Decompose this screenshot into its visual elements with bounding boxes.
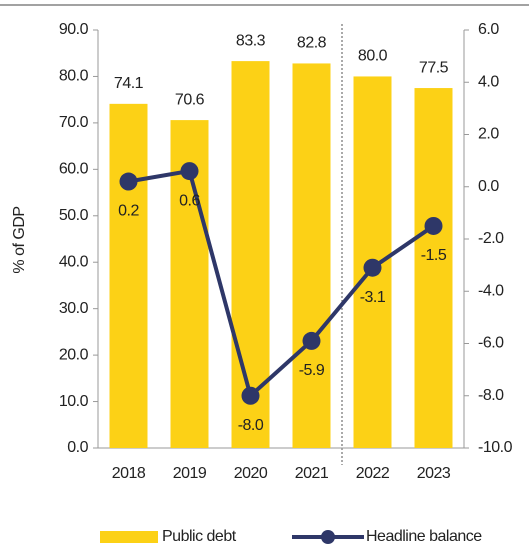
x-tick-label: 2019 <box>173 465 207 482</box>
line-label: 0.2 <box>118 203 139 220</box>
bar-label: 82.8 <box>297 35 327 52</box>
line-point <box>241 386 260 405</box>
x-tick-label: 2018 <box>112 465 146 482</box>
y2-tick-label: -2.0 <box>478 230 504 247</box>
y-tick-label: 20.0 <box>59 346 89 363</box>
line-point <box>180 162 199 181</box>
line-label: -8.0 <box>238 417 264 434</box>
bar-label: 74.1 <box>114 75 144 92</box>
x-tick-label: 2020 <box>234 465 268 482</box>
y2-tick-label: -8.0 <box>478 387 504 404</box>
bar <box>414 88 453 449</box>
bar <box>292 63 331 448</box>
y2-tick-label: -10.0 <box>478 439 513 456</box>
y-tick-label: 90.0 <box>59 21 89 38</box>
y-tick-label: 10.0 <box>59 393 89 410</box>
y-tick-label: 60.0 <box>59 161 89 178</box>
x-tick-label: 2022 <box>356 465 390 482</box>
y2-tick-label: -6.0 <box>478 335 504 352</box>
legend-label: Public debt <box>162 528 237 545</box>
y2-tick-label: 6.0 <box>478 21 499 38</box>
x-tick-label: 2021 <box>295 465 329 482</box>
y-tick-label: 0.0 <box>67 439 88 456</box>
y-tick-label: 50.0 <box>59 207 89 224</box>
x-tick-label: 2023 <box>417 465 451 482</box>
line-point <box>424 216 443 235</box>
bar-label: 77.5 <box>419 59 449 76</box>
y-tick-label: 30.0 <box>59 300 89 317</box>
line-label: 0.6 <box>179 192 200 209</box>
bar-label: 70.6 <box>175 91 205 108</box>
bar-label: 83.3 <box>236 32 266 49</box>
line <box>128 168 435 400</box>
y2-tick-label: 2.0 <box>478 126 499 143</box>
line-point <box>119 172 138 191</box>
y-axis-label: % of GDP <box>11 206 28 273</box>
legend-swatch-marker <box>321 530 335 544</box>
legend-label: Headline balance <box>366 528 482 545</box>
y-tick-label: 40.0 <box>59 253 89 270</box>
bar <box>109 103 148 448</box>
bar-label: 80.0 <box>358 48 388 65</box>
y2-tick-label: -4.0 <box>478 282 504 299</box>
y-tick-label: 70.0 <box>59 114 89 131</box>
y-tick-label: 80.0 <box>59 68 89 85</box>
line-point <box>363 258 382 277</box>
legend-swatch <box>100 531 158 543</box>
line-label: -1.5 <box>421 247 447 264</box>
line-point <box>302 331 321 350</box>
line-label: -5.9 <box>299 362 325 379</box>
y2-tick-label: 0.0 <box>478 178 499 195</box>
y2-tick-label: 4.0 <box>478 73 499 90</box>
line-label: -3.1 <box>360 289 386 306</box>
